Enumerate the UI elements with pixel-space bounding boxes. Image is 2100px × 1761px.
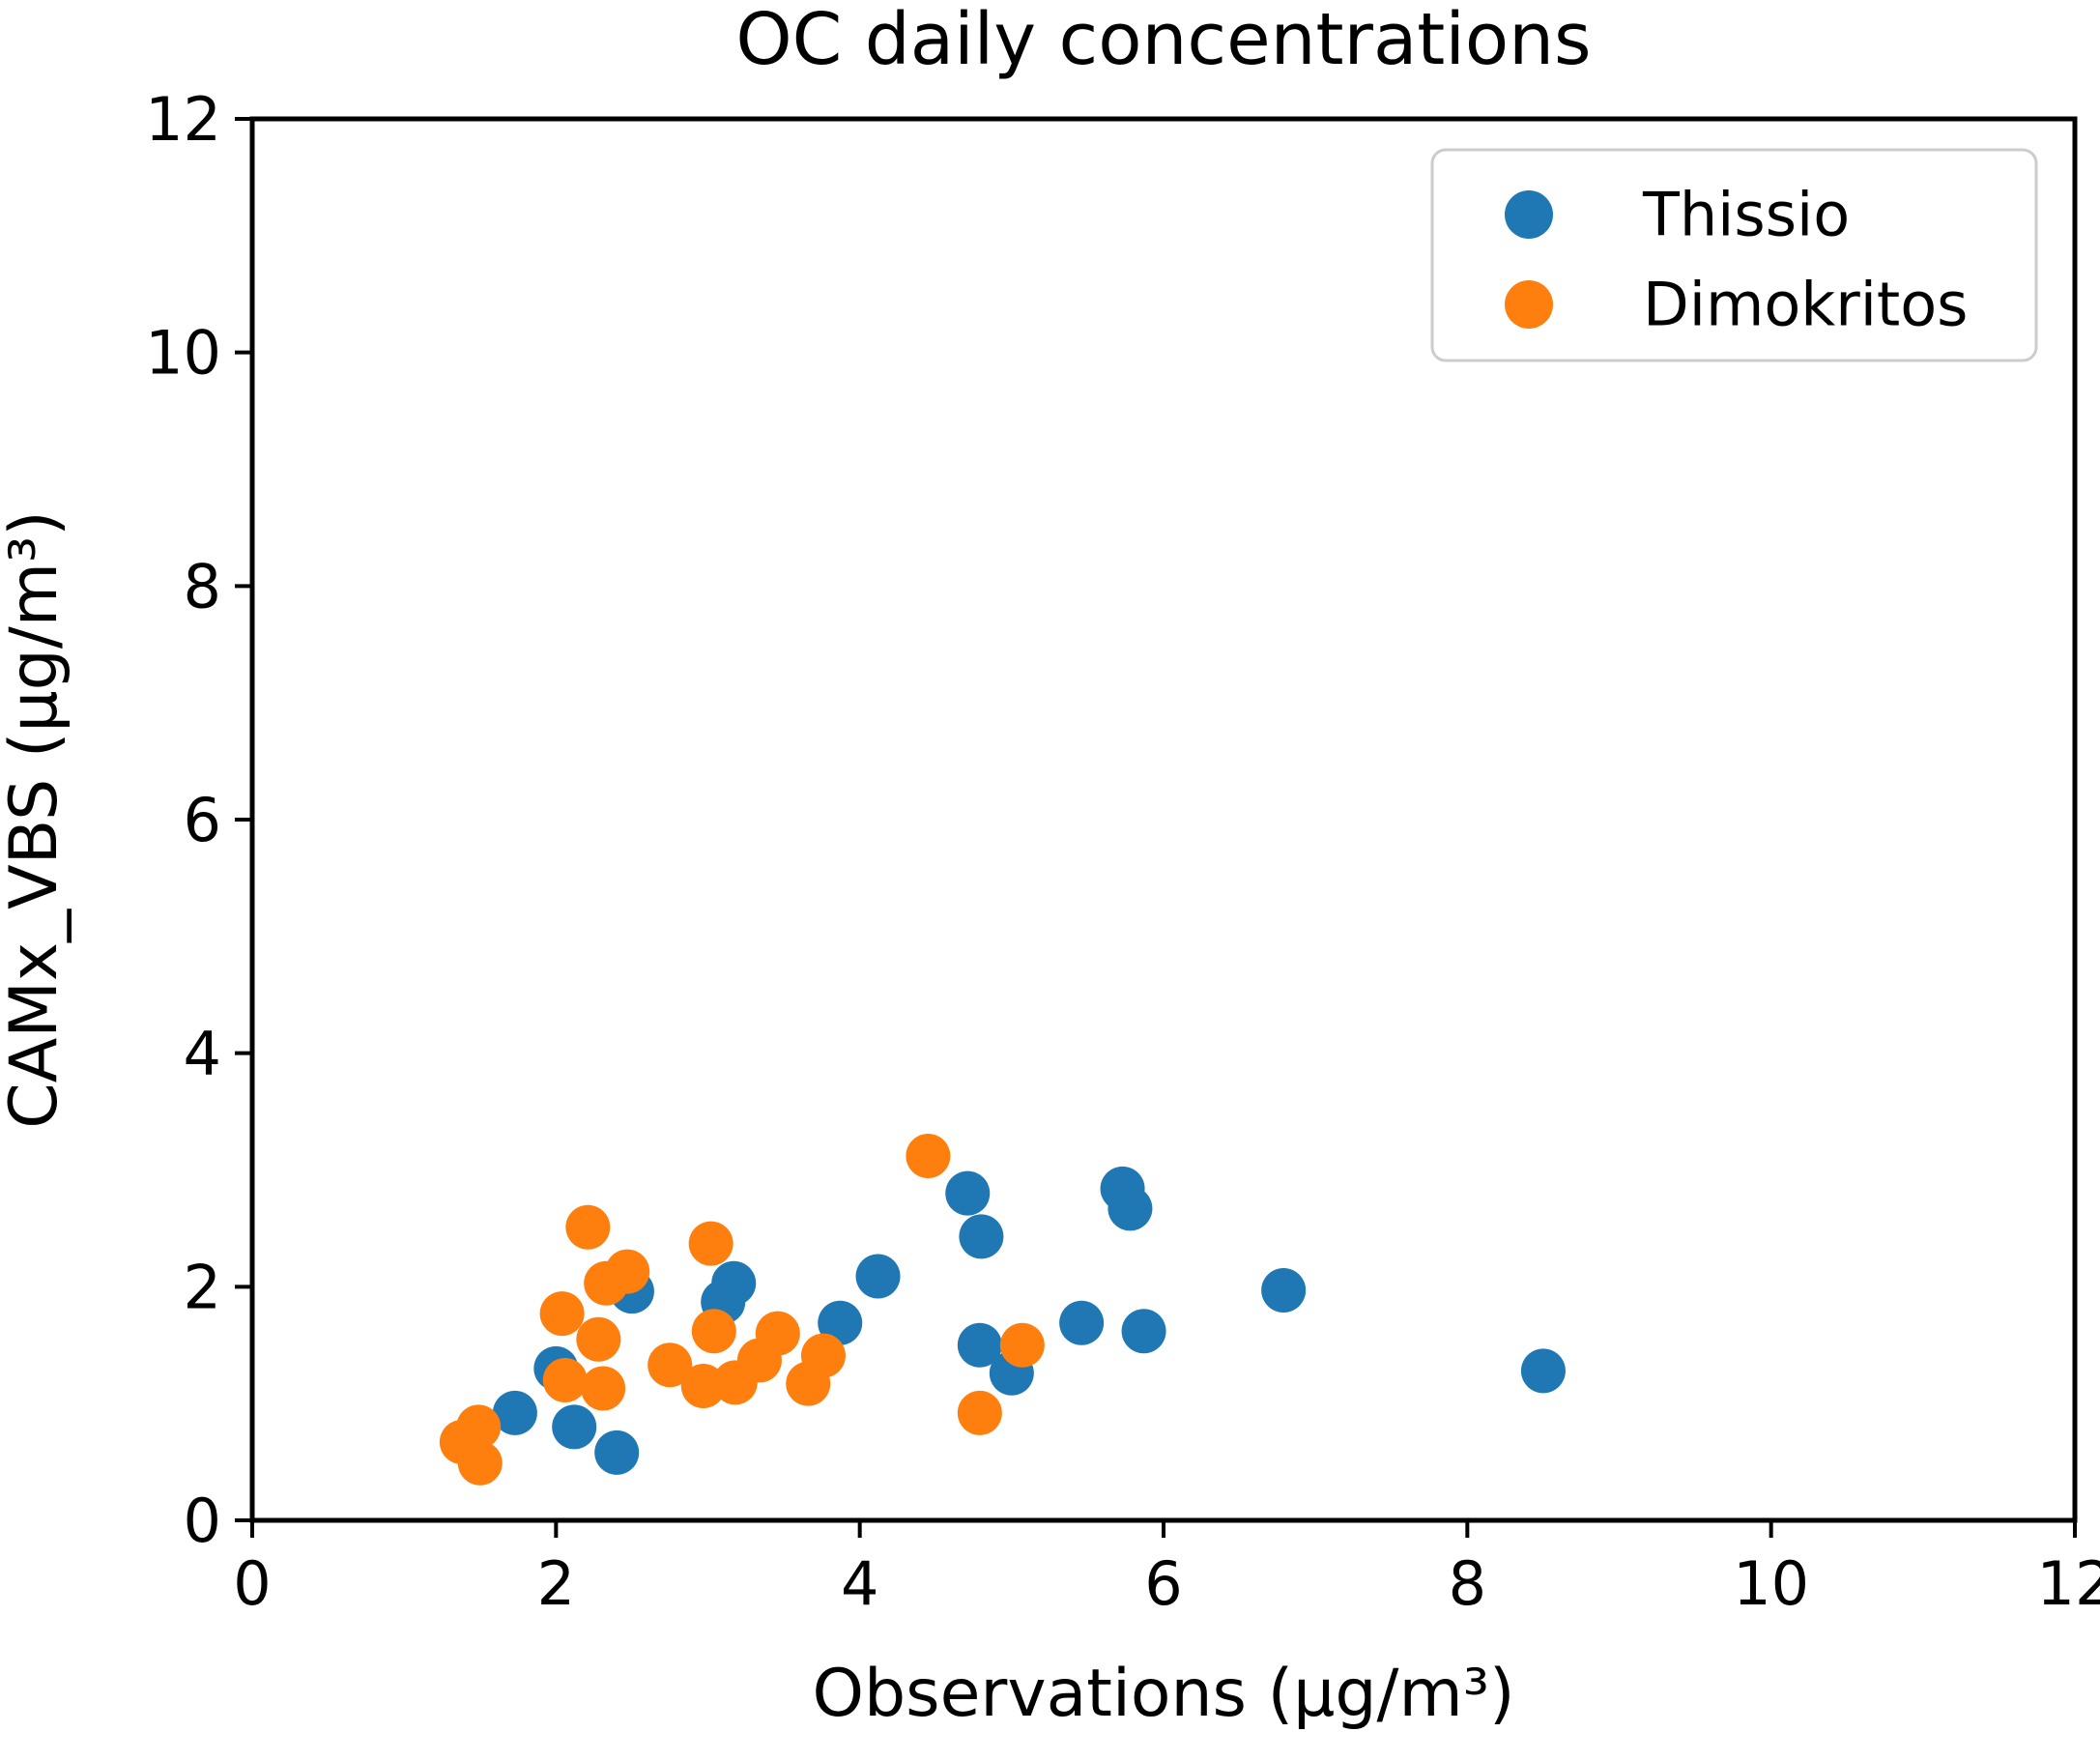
data-point-dimokritos [647, 1342, 693, 1388]
data-point-dimokritos [539, 1291, 585, 1337]
data-point-thissio [1059, 1300, 1105, 1345]
data-point-dimokritos [542, 1358, 588, 1402]
data-point-dimokritos [605, 1249, 650, 1294]
y-tick-label: 2 [184, 1252, 221, 1322]
data-point-dimokritos [999, 1322, 1045, 1368]
data-point-dimokritos [755, 1311, 800, 1356]
x-tick-label: 10 [1733, 1548, 1809, 1619]
series-thissio [492, 1166, 1566, 1475]
legend-label-dimokritos: Dimokritos [1643, 270, 1968, 340]
legend-marker-thissio [1505, 190, 1553, 239]
x-tick-label: 4 [841, 1548, 878, 1619]
data-point-dimokritos [906, 1134, 951, 1178]
data-point-thissio [957, 1322, 1002, 1368]
data-point-dimokritos [456, 1404, 502, 1450]
data-point-dimokritos [691, 1309, 736, 1354]
legend-label-thissio: Thissio [1642, 180, 1850, 250]
data-point-thissio [1520, 1348, 1566, 1394]
data-point-thissio [1108, 1186, 1153, 1231]
data-point-thissio [1121, 1309, 1166, 1354]
data-point-thissio [711, 1260, 757, 1306]
data-point-dimokritos [957, 1390, 1002, 1435]
y-axis: 0 2 4 6 8 10 12 [145, 84, 252, 1556]
x-tick-label: 6 [1144, 1548, 1182, 1619]
y-tick-label: 8 [184, 551, 221, 621]
y-axis-label: CAMx_VBS (μg/m³) [0, 510, 72, 1129]
data-point-dimokritos [800, 1333, 846, 1378]
legend: Thissio Dimokritos [1430, 148, 2038, 362]
data-point-thissio [855, 1254, 901, 1299]
x-tick-label: 8 [1449, 1548, 1486, 1619]
series-dimokritos [439, 1134, 1045, 1486]
y-tick-label: 0 [184, 1486, 221, 1556]
data-point-thissio [818, 1300, 863, 1345]
data-point-thissio [594, 1429, 640, 1475]
legend-marker-dimokritos [1505, 280, 1553, 329]
data-point-thissio [945, 1170, 991, 1216]
data-point-dimokritos [581, 1366, 626, 1411]
data-point-thissio [492, 1390, 537, 1435]
data-point-thissio [1261, 1267, 1307, 1313]
x-tick-label: 12 [2037, 1548, 2100, 1619]
data-point-dimokritos [576, 1316, 621, 1362]
legend-box [1430, 148, 2038, 362]
data-point-thissio [552, 1404, 597, 1450]
y-tick-label: 10 [145, 318, 221, 389]
x-axis-label: Observations (μg/m³) [812, 1656, 1514, 1732]
y-tick-label: 4 [184, 1019, 221, 1089]
series-container [439, 1134, 1566, 1486]
chart-title: OC daily concentrations [735, 0, 1591, 81]
y-tick-label: 6 [184, 785, 221, 855]
data-point-dimokritos [565, 1204, 611, 1250]
x-tick-label: 2 [537, 1548, 575, 1619]
data-point-dimokritos [688, 1221, 734, 1266]
data-point-dimokritos [457, 1440, 503, 1486]
x-tick-label: 0 [233, 1548, 271, 1619]
y-tick-label: 12 [145, 84, 221, 155]
data-point-thissio [959, 1214, 1004, 1259]
x-axis: 0 2 4 6 8 10 12 [233, 1520, 2100, 1619]
